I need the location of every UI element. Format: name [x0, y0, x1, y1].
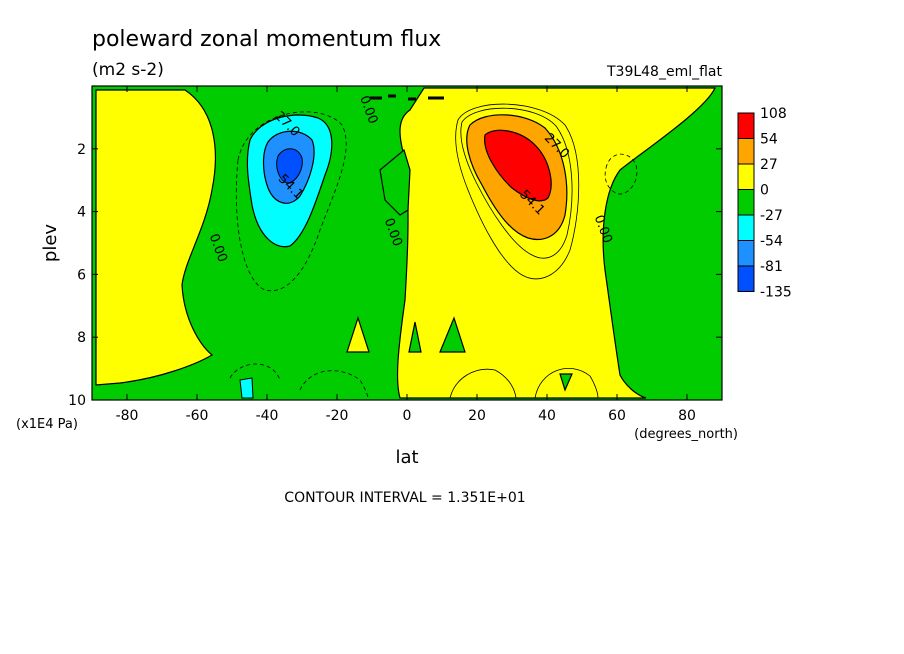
colorbar-swatch: [737, 163, 755, 190]
colorbar-label: -81: [760, 259, 783, 275]
region-yellow-triangle: [346, 316, 370, 353]
contour-solid-nh-bottom: [449, 368, 599, 399]
region-green-triangle-b: [439, 316, 466, 353]
x-tick-label: -60: [186, 408, 209, 424]
region-red-nh: [484, 129, 552, 202]
x-tick-label: 0: [403, 408, 412, 424]
contour-top-dashes: [370, 94, 444, 101]
x-axis-title: lat: [395, 447, 418, 468]
plot-area: [91, 85, 723, 401]
x-tick-label: 20: [468, 408, 486, 424]
colorbar-label: -135: [760, 285, 792, 301]
y-tick-label: 10: [68, 393, 86, 409]
x-units-label: (degrees_north): [634, 427, 738, 442]
colorbar-swatch: [737, 214, 755, 241]
region-green-triangle-c: [559, 373, 573, 392]
colorbar-swatch: [737, 240, 755, 267]
y-tick-label: 4: [77, 205, 86, 221]
y-units-label: (x1E4 Pa): [16, 417, 78, 432]
chart-title: poleward zonal momentum flux: [92, 27, 441, 52]
y-tick-label: 2: [77, 142, 86, 158]
x-tick-label: -80: [116, 408, 139, 424]
contour-solid-nh-outer: [455, 103, 580, 280]
x-axis: -80 -60 -40 -20 0 20 40 60 80: [116, 86, 696, 424]
x-tick-label: 60: [608, 408, 626, 424]
colorbar-swatch: [737, 189, 755, 216]
contour-dashed-sh-bottom: [229, 363, 369, 399]
y-axis: 2 4 6 8 10: [68, 142, 722, 409]
colorbar-swatch: [737, 138, 755, 165]
y-tick-label: 8: [77, 330, 86, 346]
colorbar-swatch: [737, 112, 755, 139]
chart-units: (m2 s-2): [92, 60, 164, 80]
region-cyan-patch: [239, 377, 254, 399]
x-tick-label: 80: [678, 408, 696, 424]
region-deepblue-sh: [276, 148, 303, 184]
region-green-intrusion: [379, 148, 411, 216]
y-tick-label: 6: [77, 267, 86, 283]
contour-interval-note: CONTOUR INTERVAL = 1.351E+01: [284, 490, 525, 506]
colorbar-swatch: [737, 265, 755, 292]
contour-dashed-sh-outer: [235, 111, 347, 292]
colorbar-label: -27: [760, 208, 783, 224]
experiment-label: T39L48_eml_flat: [606, 64, 723, 80]
colorbar-label: 0: [760, 183, 769, 199]
region-yellow-sh: [95, 89, 217, 386]
x-tick-label: -20: [326, 408, 349, 424]
colorbar-label: -54: [760, 234, 783, 250]
colorbar: 108 54 27 0 -27 -54 -81 -135: [737, 106, 792, 301]
x-tick-label: -40: [256, 408, 279, 424]
contour-dashed-nh-right: [604, 153, 638, 195]
x-tick-label: 40: [538, 408, 556, 424]
region-green-triangle-a: [408, 321, 422, 353]
y-axis-title: plev: [40, 224, 61, 263]
contour-solid-nh-mid: [460, 107, 573, 259]
colorbar-label: 54: [760, 132, 778, 148]
colorbar-label: 108: [760, 106, 787, 122]
colorbar-label: 27: [760, 157, 778, 173]
